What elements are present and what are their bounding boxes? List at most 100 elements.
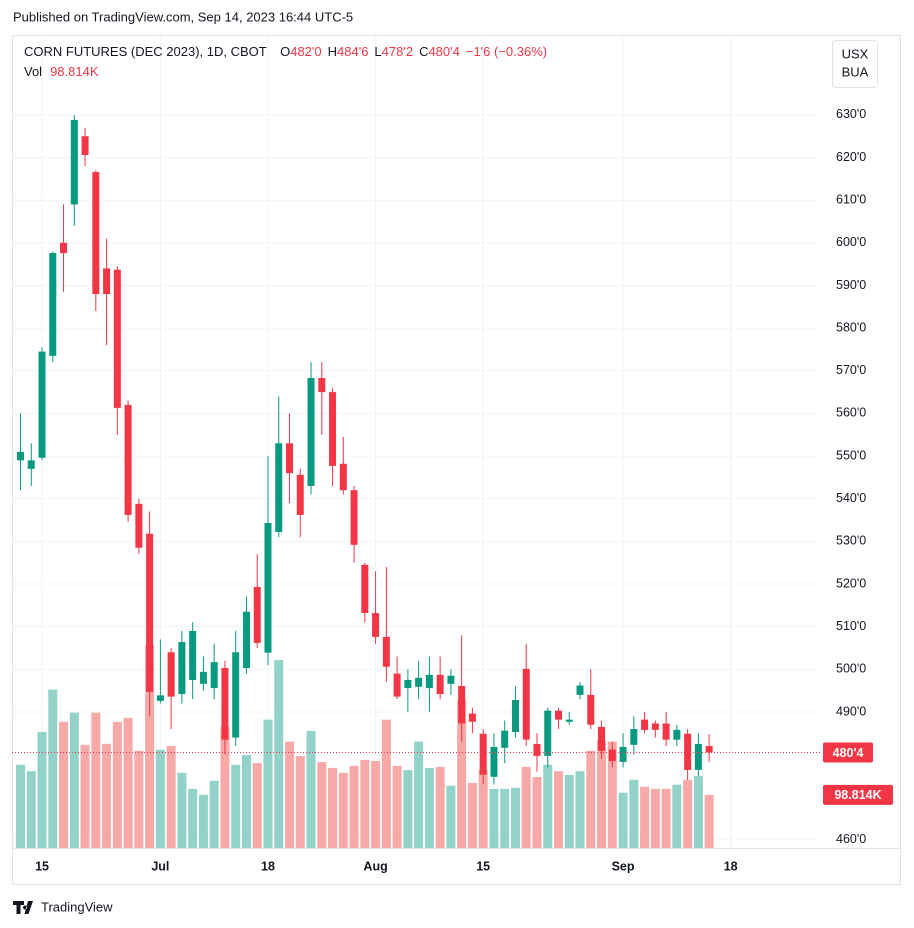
candle-body — [651, 723, 659, 730]
candle-body — [415, 677, 423, 687]
y-tick-label: 580'0 — [836, 320, 866, 334]
volume-bar — [188, 788, 198, 848]
currency-box[interactable] — [832, 40, 878, 88]
candle-body — [17, 451, 24, 461]
y-tick-label: 510'0 — [836, 619, 866, 633]
volume-bar — [48, 689, 58, 848]
candle-body — [221, 668, 229, 740]
candle-body — [576, 685, 584, 695]
volume-bar — [381, 719, 391, 848]
volume-bar — [543, 764, 553, 848]
candle-body — [156, 695, 164, 701]
volume-title: Vol — [24, 64, 42, 79]
volume-bar — [349, 765, 359, 848]
volume-bar — [467, 783, 477, 848]
y-tick-label: 600'0 — [836, 235, 866, 249]
volume-bar — [672, 784, 682, 848]
volume-bar — [102, 743, 112, 848]
y-tick-label: 550'0 — [836, 448, 866, 462]
candle-body — [490, 746, 498, 777]
volume-bar — [521, 766, 531, 848]
candle-body — [425, 674, 433, 689]
volume-bar — [177, 772, 187, 848]
candle-body — [124, 404, 132, 515]
candle-body — [641, 719, 649, 730]
y-tick-label: 500'0 — [836, 662, 866, 676]
candle-body — [60, 242, 68, 254]
candle-body — [27, 460, 35, 469]
volume-bar — [123, 718, 133, 848]
volume-bar — [317, 762, 327, 848]
x-tick-label: 18 — [724, 859, 738, 873]
ohlc-prefix: O — [280, 44, 290, 59]
volume-bar — [328, 767, 338, 848]
legend: CORN FUTURES (DEC 2023), 1D, CBOT O482'0… — [24, 44, 547, 59]
volume-bar — [683, 779, 693, 848]
candle-body — [49, 253, 57, 356]
volume-bar — [295, 756, 305, 848]
y-tick-label: 530'0 — [836, 534, 866, 548]
last-price-tag — [823, 742, 873, 763]
y-tick-label: 570'0 — [836, 363, 866, 377]
candle-body — [673, 729, 681, 740]
candle-body — [286, 443, 293, 474]
change: −1'6 (−0.36%) — [466, 44, 547, 59]
volume-bar — [285, 741, 294, 848]
logo-icon — [13, 901, 33, 914]
volume-bar — [564, 774, 574, 848]
candle-body — [630, 729, 638, 745]
volume-bar — [91, 712, 101, 848]
volume-bar — [274, 660, 284, 848]
y-tick-label: 590'0 — [836, 278, 866, 292]
candle-body — [619, 746, 627, 762]
unit: BUA — [842, 64, 869, 79]
volume-bar — [575, 771, 585, 848]
volume-bar — [607, 741, 617, 848]
candle-body — [92, 172, 100, 295]
candle-body — [544, 710, 552, 756]
volume-value: 98.814K — [50, 64, 99, 79]
volume-bar — [80, 744, 90, 848]
candle-body — [555, 710, 562, 720]
y-tick-label: 520'0 — [836, 576, 866, 590]
volume-bar — [209, 780, 219, 848]
candle-body — [372, 613, 380, 637]
ohlc-value: 484'6 — [337, 44, 368, 59]
chart-frame — [12, 35, 901, 885]
volume-bar — [510, 787, 520, 848]
ohlc-value: 480'4 — [428, 44, 459, 59]
volume-bar — [457, 699, 467, 848]
volume-tag — [823, 784, 893, 805]
logo: TradingView — [13, 899, 113, 914]
volume-bar — [155, 749, 165, 848]
volume-bar — [478, 770, 488, 848]
candle-body — [135, 503, 143, 548]
candle-body — [533, 743, 541, 756]
volume-bar — [220, 726, 230, 848]
candle-body — [38, 351, 46, 458]
volume-bar — [263, 719, 273, 848]
candle-body — [361, 564, 369, 614]
candle-body — [253, 587, 261, 643]
volume-layer — [16, 645, 714, 848]
volume-bar — [661, 788, 671, 848]
volume-bar — [371, 761, 381, 848]
candle-body — [684, 733, 692, 770]
x-tick-label: Sep — [612, 859, 635, 873]
volume-bar — [166, 745, 176, 848]
volume-bar — [338, 772, 348, 848]
x-tick-label: 15 — [476, 859, 490, 873]
y-tick-label: 620'0 — [836, 150, 866, 164]
volume-bar — [424, 767, 434, 848]
candle-body — [178, 642, 186, 695]
candle-body — [587, 694, 595, 725]
candle-body — [113, 269, 121, 408]
volume-bar — [489, 788, 499, 848]
candle-body — [458, 685, 466, 724]
volume-bar — [403, 770, 413, 848]
ohlc-prefix: H — [328, 44, 337, 59]
candle-body — [501, 730, 509, 748]
ohlc-prefix: L — [374, 44, 381, 59]
candle-body — [511, 700, 519, 732]
volume-bar — [629, 779, 639, 848]
